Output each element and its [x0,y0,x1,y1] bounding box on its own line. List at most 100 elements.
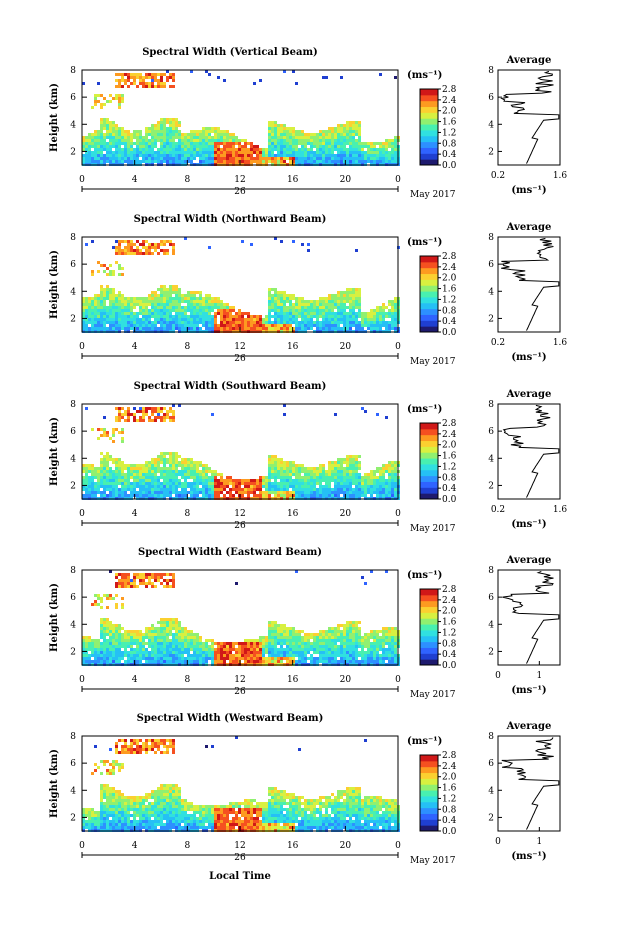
heatmap-cell [124,488,127,491]
heatmap-cell [376,491,379,494]
heatmap-cell [97,603,100,606]
heatmap-cell [202,651,205,654]
heatmap-cell [361,491,364,494]
heatmap-cell [124,79,127,82]
heatmap-cell [232,660,235,663]
heatmap-cell [175,148,178,151]
heatmap-cell [265,494,268,497]
heatmap-cell [166,160,169,163]
heatmap-cell [232,321,235,324]
heatmap-cell [328,306,331,309]
heatmap-cell [352,467,355,470]
heatmap-cell [211,476,214,479]
heatmap-cell [142,297,145,300]
heatmap-cell [274,467,277,470]
heatmap-cell [340,291,343,294]
heatmap-cell [97,133,100,136]
colorbar: 2.82.42.01.61.20.80.40.0 [419,85,457,171]
heatmap-cell [211,482,214,485]
heatmap-cell [352,151,355,154]
heatmap-cell [382,491,385,494]
heatmap-cell [370,494,373,497]
heatmap-cell [100,142,103,145]
heatmap-cell [163,413,166,416]
heatmap-cell [208,657,211,660]
heatmap-cell [196,151,199,154]
heatmap-cell [361,327,364,330]
heatmap-cell [163,294,166,297]
heatmap-cell [220,312,223,315]
heatmap-cell [220,491,223,494]
heatmap-cell [181,294,184,297]
heatmap-cell [112,324,115,327]
heatmap-cell [142,645,145,648]
heatmap-cell [382,476,385,479]
heatmap-cell [181,494,184,497]
heatmap-cell [151,312,154,315]
heatmap-cell [163,633,166,636]
heatmap-cell [103,488,106,491]
heatmap-cell [187,651,190,654]
heatmap-cell [166,327,169,330]
heatmap-cell [325,303,328,306]
heatmap-cell [238,312,241,315]
heatmap-cell [256,494,259,497]
heatmap-cell [118,240,121,243]
heatmap-cell [121,154,124,157]
heatmap-cell [190,133,193,136]
heatmap-cell [316,148,319,151]
heatmap-cell [208,467,211,470]
heatmap-cell [316,482,319,485]
heatmap-cell [121,136,124,139]
heatmap-cell [172,160,175,163]
heatmap-cell [376,413,379,416]
heatmap-cell [205,318,208,321]
heatmap-cell [241,648,244,651]
heatmap-cell [103,133,106,136]
x-tick-label: 12 [234,175,245,185]
heatmap-cell [310,157,313,160]
heatmap-cell [112,654,115,657]
heatmap-cell [286,464,289,467]
heatmap-cell [211,136,214,139]
heatmap-cell [391,485,394,488]
heatmap-cell [274,455,277,458]
heatmap-cell [169,467,172,470]
heatmap-cell [136,585,139,588]
heatmap-cell [139,139,142,142]
heatmap-cell [178,151,181,154]
heatmap-cell [139,660,142,663]
heatmap-cell [160,148,163,151]
heatmap-cell [208,157,211,160]
heatmap-cell [121,645,124,648]
heatmap-cell [160,576,163,579]
heatmap-cell [91,479,94,482]
heatmap-cell [307,154,310,157]
heatmap-cell [106,157,109,160]
heatmap-cell [334,488,337,491]
heatmap-cell [253,639,256,642]
heatmap-cell [151,85,154,88]
heatmap-cell [247,657,250,660]
heatmap-cell [133,73,136,76]
heatmap-cell [385,151,388,154]
heatmap-cell [202,154,205,157]
heatmap-cell [178,321,181,324]
heatmap-cell [226,654,229,657]
heatmap-cell [127,636,130,639]
heatmap-cell [157,157,160,160]
heatmap-cell [190,291,193,294]
heatmap-cell [388,467,391,470]
heatmap-cell [250,145,253,148]
heatmap-cell [130,297,133,300]
heatmap-cell [313,494,316,497]
date-label: May 2017 [410,524,456,534]
heatmap-cell [271,458,274,461]
heatmap-cell [322,464,325,467]
heatmap-cell [190,324,193,327]
heatmap-cell [325,324,328,327]
heatmap-cell [121,651,124,654]
heatmap-cell [337,139,340,142]
heatmap-cell [304,321,307,324]
heatmap-cell [286,133,289,136]
